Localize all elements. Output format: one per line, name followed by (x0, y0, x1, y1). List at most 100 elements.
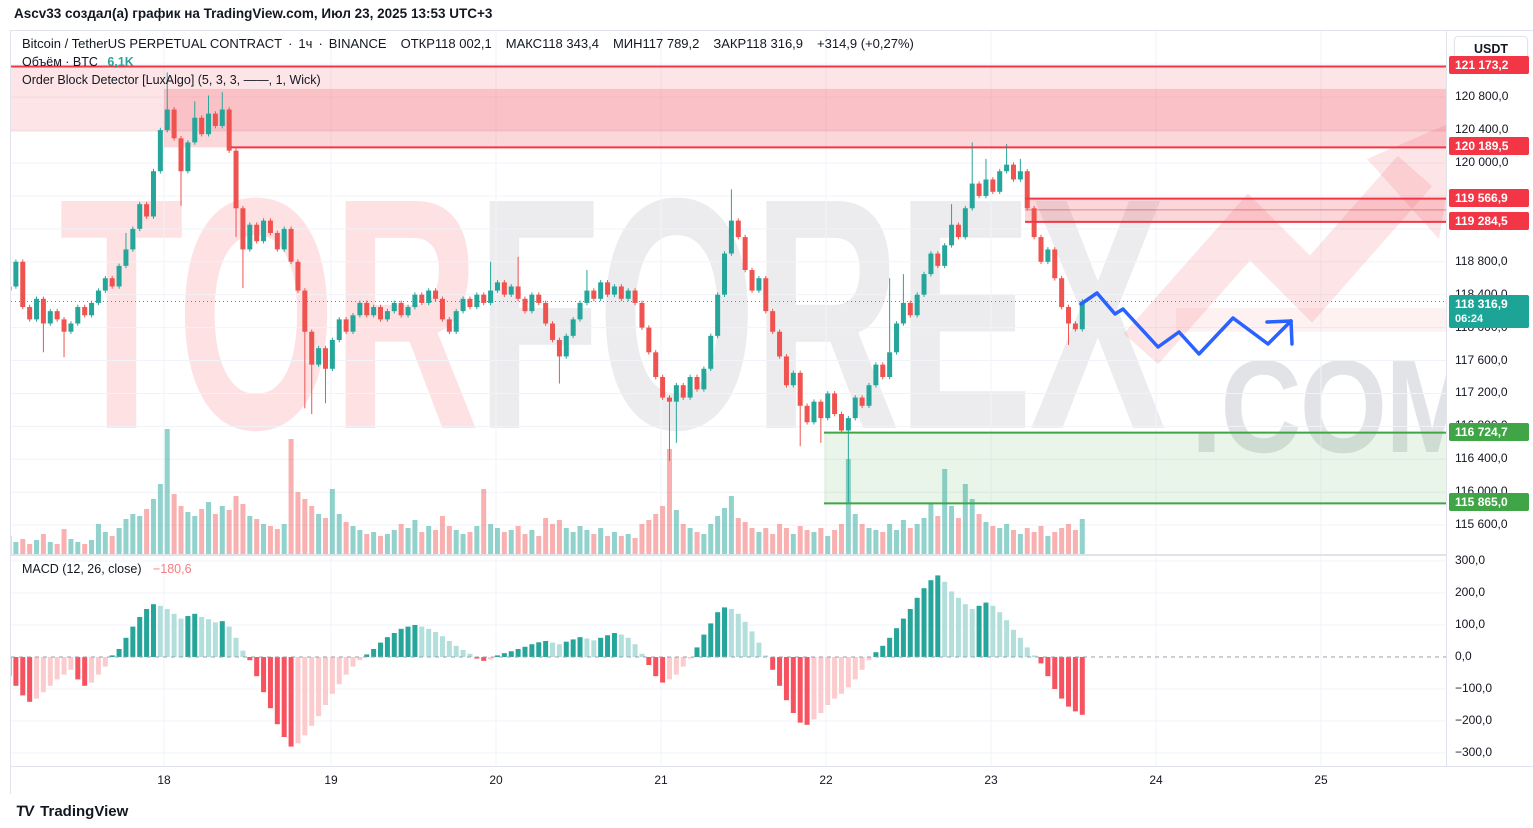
macd-bar (116, 649, 122, 657)
candle (116, 265, 122, 287)
candle (54, 311, 60, 320)
candle (95, 290, 101, 303)
symbol-legend[interactable]: Bitcoin / TetherUS PERPETUAL CONTRACT · 1ч… (22, 36, 914, 51)
macd-bar (790, 657, 796, 713)
candle (185, 142, 191, 172)
ohlc-item: ЗАКР118 316,9 (713, 36, 804, 51)
volume-bar (536, 536, 542, 554)
volume-bar (770, 534, 776, 554)
volume-bar (735, 518, 741, 554)
macd-bar (997, 612, 1003, 657)
candle (756, 278, 762, 291)
candle (219, 109, 225, 126)
macd-bar (1004, 620, 1010, 657)
macd-bar (378, 642, 384, 657)
volume-bar (157, 484, 163, 554)
candle (777, 331, 783, 357)
macd-bar (859, 657, 865, 670)
volume-bar (474, 526, 480, 554)
macd-bar (811, 657, 817, 720)
projection-arrowhead (1265, 319, 1293, 324)
macd-bar (467, 653, 473, 657)
macd-bar (247, 657, 253, 661)
candle (866, 385, 872, 406)
orderblock-zone (11, 66, 1446, 132)
volume-bar (935, 516, 941, 554)
macd-bar (763, 655, 769, 657)
candle (295, 261, 301, 291)
macd-bar (13, 657, 19, 686)
macd-bar (419, 626, 425, 657)
volume-bar (199, 509, 205, 554)
macd-bar (605, 635, 611, 657)
volume-bar (123, 519, 129, 554)
volume-label: Объём · BTC (22, 55, 98, 69)
macd-bar (343, 657, 349, 675)
candle (433, 290, 439, 299)
candle (11, 286, 12, 291)
time-axis[interactable]: 18 19 20 21 22 23 24 25 (11, 766, 1533, 794)
candle (226, 109, 232, 151)
volume-bar (673, 510, 679, 554)
candle (515, 286, 521, 299)
volume-bar (605, 536, 611, 554)
candle (639, 302, 645, 328)
macd-bar (529, 644, 535, 657)
candle (556, 339, 562, 357)
volume-bar (777, 524, 783, 554)
macd-bar (219, 621, 225, 657)
volume-legend[interactable]: Объём · BTC 6,1K (22, 55, 134, 69)
volume-bar (171, 494, 177, 554)
candle (501, 282, 507, 295)
candle (625, 290, 631, 299)
volume-bar (838, 524, 844, 554)
orderblock-zone (824, 432, 1446, 504)
volume-bar (439, 516, 445, 554)
volume-bar (261, 524, 267, 554)
candle (728, 220, 734, 254)
macd-bar (481, 657, 487, 661)
macd-bar (625, 637, 631, 657)
candle (522, 298, 528, 312)
volume-bar (1004, 524, 1010, 554)
volume-bar (54, 544, 60, 554)
macd-bar (150, 604, 156, 657)
tradingview-logo[interactable]: TV TradingView (15, 803, 128, 820)
current-price-badge: 118 316,9 06:24 (1449, 294, 1529, 328)
macd-bar (460, 649, 466, 657)
candle (832, 393, 838, 415)
price-level-badge: 121 173,2 (1449, 56, 1529, 75)
orderblock-indicator-legend[interactable]: Order Block Detector [LuxAlgo] (5, 3, 3,… (22, 73, 321, 87)
volume-bar (949, 506, 955, 554)
candle (570, 319, 576, 336)
watermark-arrow-icon (1123, 155, 1433, 365)
volume-bar (522, 534, 528, 554)
candle (240, 208, 246, 250)
price-chart-canvas[interactable] (11, 31, 1447, 766)
macd-bar (288, 657, 294, 747)
candle (109, 278, 115, 287)
candle (192, 117, 198, 143)
time-label: 20 (489, 773, 503, 787)
macd-bar (226, 626, 232, 657)
macd-bar (701, 634, 707, 657)
macd-bar (102, 657, 108, 667)
macd-bar (591, 640, 597, 657)
candle (529, 294, 535, 312)
macd-bar (446, 641, 452, 657)
candle (508, 286, 514, 295)
candle (398, 302, 404, 316)
candle (770, 311, 776, 332)
price-scale[interactable]: USDT 120 800,0 120 400,0 120 000,0 118 800,… (1446, 31, 1533, 766)
volume-bar (116, 528, 122, 554)
macd-bar (1045, 657, 1051, 677)
volume-bar (1031, 532, 1037, 554)
volume-bar (488, 524, 494, 554)
volume-bar (206, 502, 212, 554)
volume-bar (907, 528, 913, 554)
volume-bar (343, 522, 349, 554)
volume-bar (40, 534, 46, 554)
macd-legend[interactable]: MACD (12, 26, close) −180,6 (22, 562, 192, 576)
macd-bar (192, 613, 198, 657)
volume-bar (508, 530, 514, 554)
